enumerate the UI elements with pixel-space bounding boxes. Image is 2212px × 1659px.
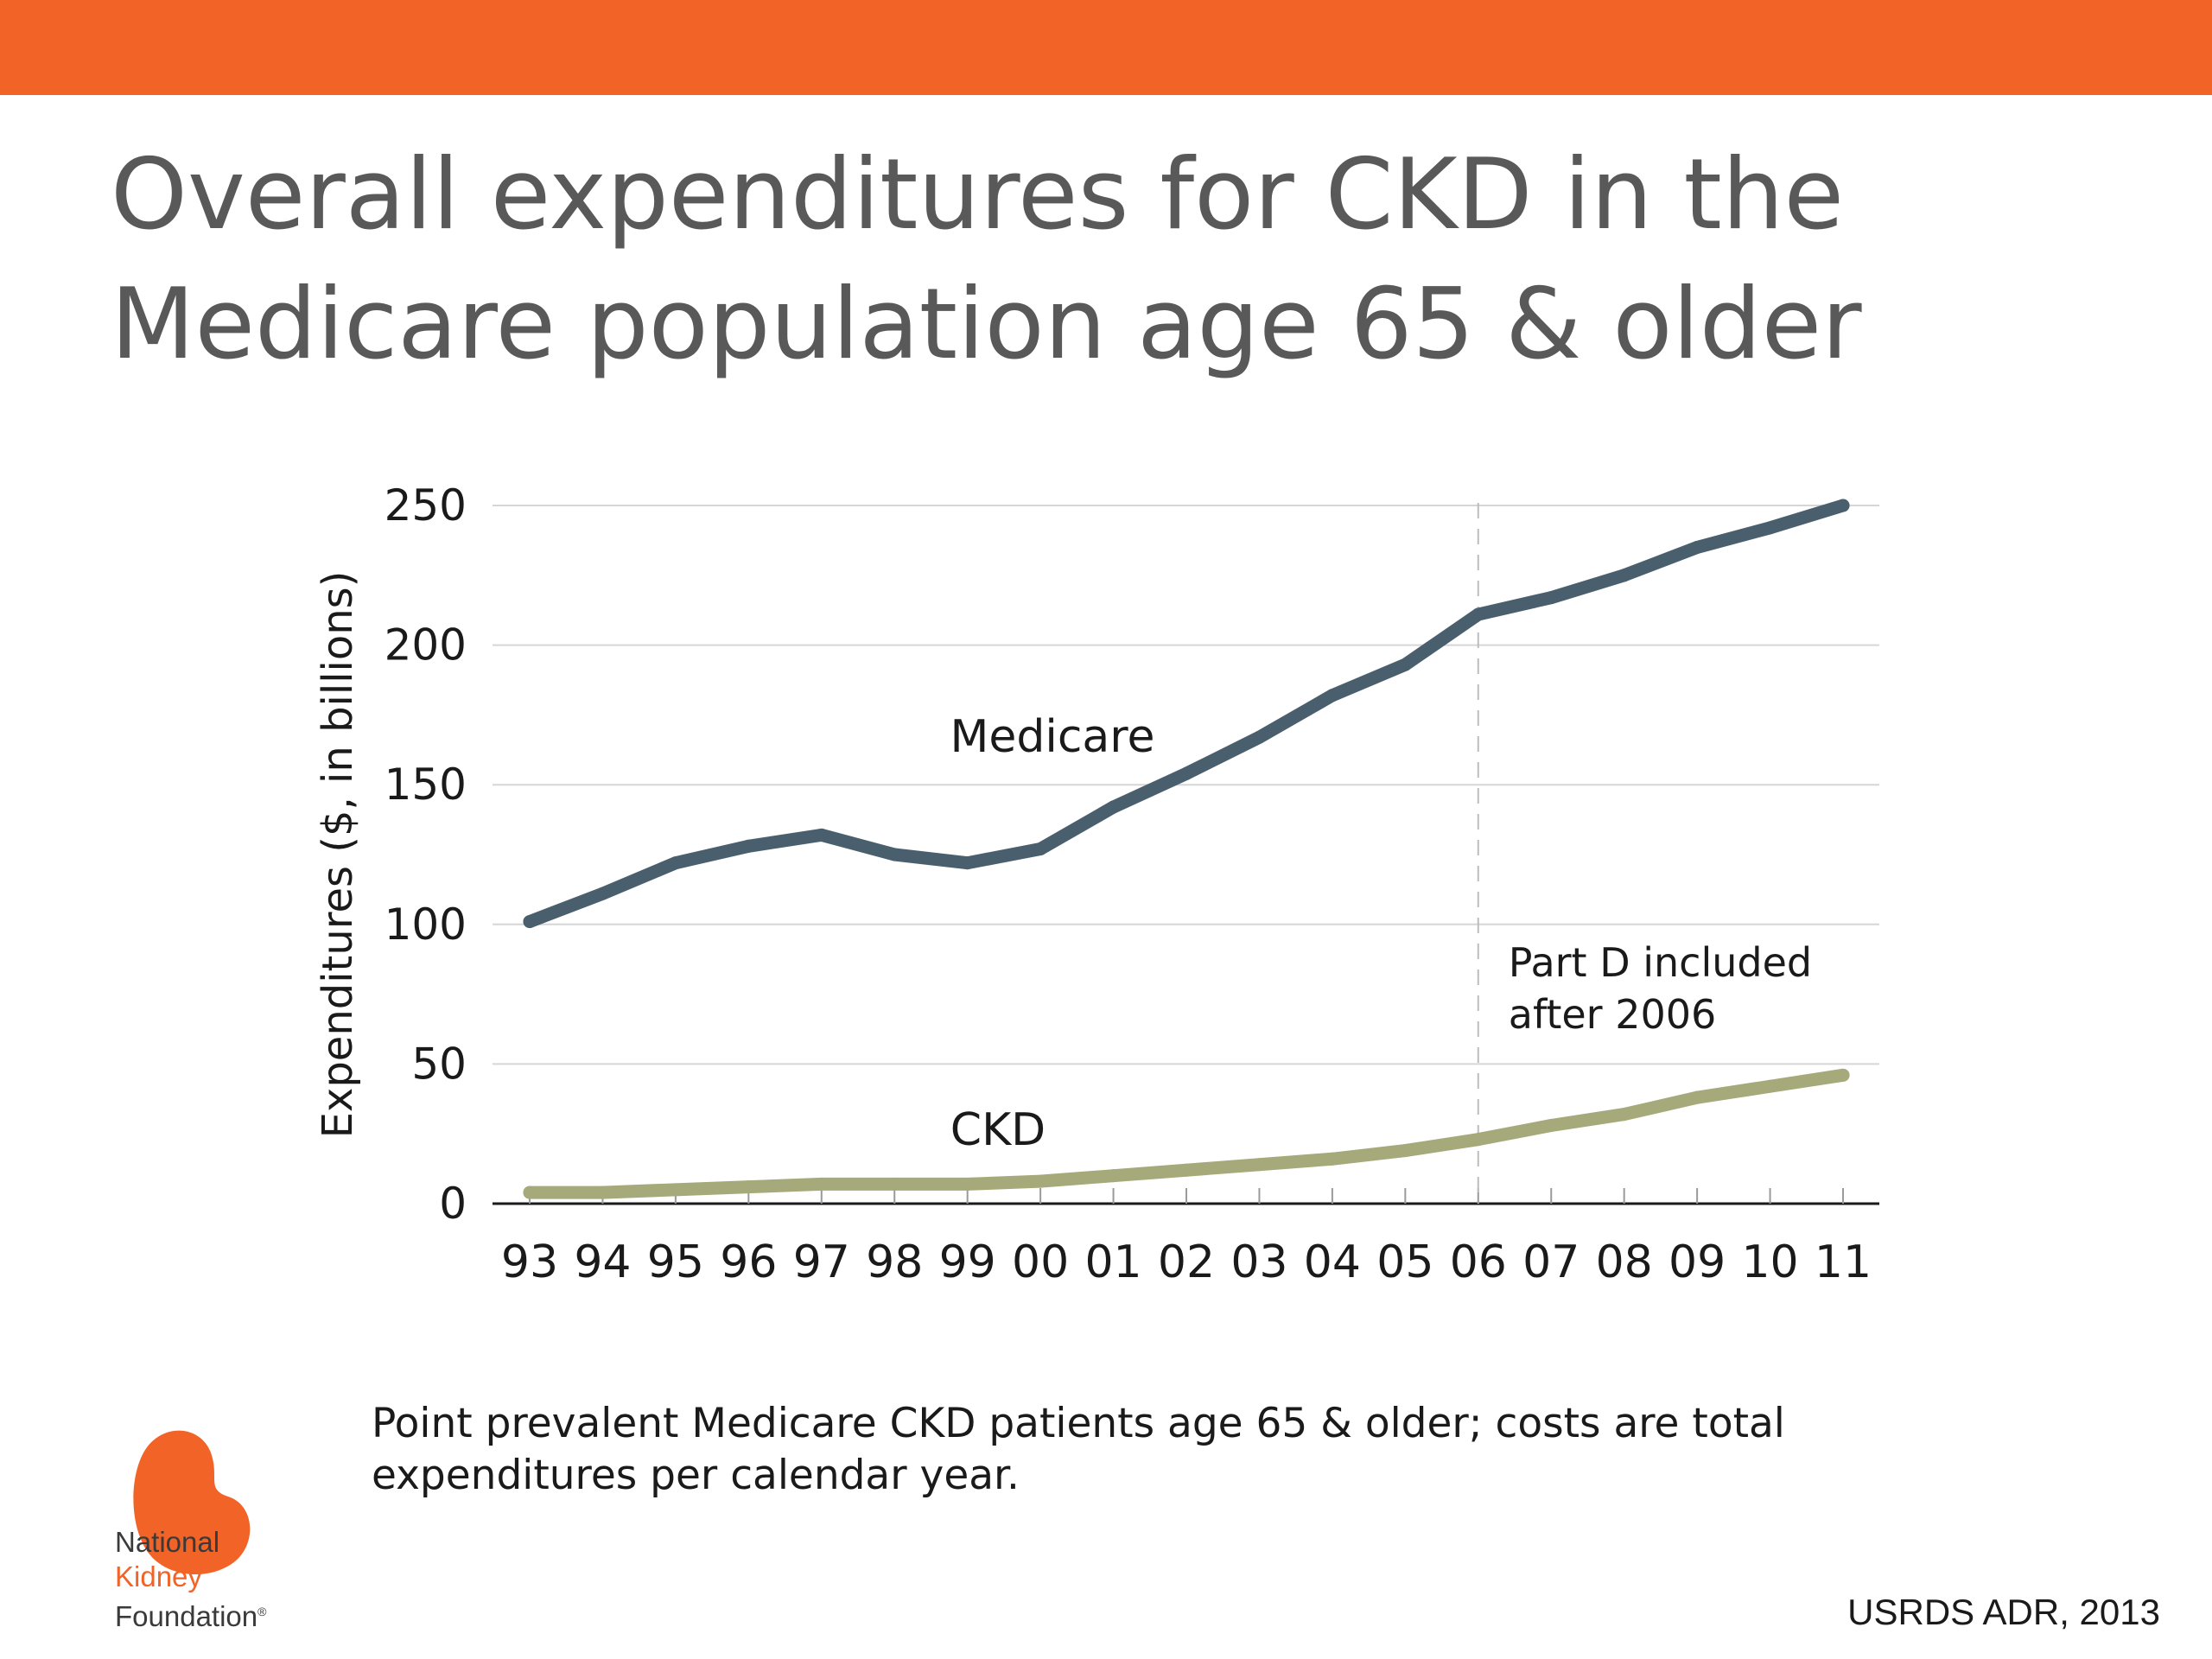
data-point-ckd bbox=[1033, 1174, 1047, 1188]
x-tick-label: 95 bbox=[647, 1236, 704, 1288]
data-point-ckd bbox=[595, 1185, 609, 1199]
data-point-medicare bbox=[741, 839, 755, 853]
x-tick-label: 93 bbox=[501, 1236, 558, 1288]
data-point-medicare bbox=[1471, 607, 1485, 621]
data-point-medicare bbox=[961, 856, 975, 870]
data-point-ckd bbox=[1325, 1152, 1339, 1166]
data-point-medicare bbox=[1179, 766, 1193, 780]
kidney-icon bbox=[133, 1430, 251, 1575]
x-tick-label: 07 bbox=[1522, 1236, 1580, 1288]
data-point-ckd bbox=[1252, 1158, 1266, 1172]
source-citation: USRDS ADR, 2013 bbox=[1847, 1592, 2160, 1632]
y-tick-label: 250 bbox=[385, 480, 467, 531]
data-point-ckd bbox=[1764, 1079, 1777, 1093]
y-tick-label: 200 bbox=[385, 620, 467, 671]
data-point-ckd bbox=[1179, 1163, 1193, 1177]
x-tick-label: 96 bbox=[720, 1236, 777, 1288]
data-point-ckd bbox=[523, 1185, 537, 1199]
data-point-medicare bbox=[1836, 499, 1850, 512]
slide-title-line-2: Medicare population age 65 & older bbox=[111, 267, 1862, 381]
data-point-ckd bbox=[1471, 1133, 1485, 1147]
data-point-medicare bbox=[887, 848, 901, 861]
y-tick-label: 50 bbox=[411, 1039, 467, 1089]
data-point-ckd bbox=[1690, 1090, 1704, 1104]
x-tick-label: 05 bbox=[1376, 1236, 1433, 1288]
data-point-medicare bbox=[1033, 842, 1047, 856]
data-point-medicare bbox=[1618, 569, 1631, 582]
slide-title: Overall expenditures for CKD in the Medi… bbox=[111, 130, 2098, 389]
logo-text-national: National bbox=[115, 1526, 220, 1558]
data-point-ckd bbox=[1544, 1119, 1558, 1133]
logo-registered-mark: ® bbox=[257, 1605, 267, 1618]
x-tick-label: 03 bbox=[1230, 1236, 1287, 1288]
y-tick-label: 150 bbox=[385, 760, 467, 810]
data-point-medicare bbox=[1325, 689, 1339, 702]
annotation-line-2: after 2006 bbox=[1509, 991, 1717, 1038]
data-point-ckd bbox=[1398, 1144, 1412, 1158]
data-point-medicare bbox=[1690, 540, 1704, 554]
x-tick-label: 11 bbox=[1815, 1236, 1872, 1288]
top-accent-bar bbox=[0, 0, 2212, 95]
logo-text-foundation: Foundation® bbox=[115, 1594, 266, 1634]
data-point-ckd bbox=[887, 1177, 901, 1191]
x-tick-label: 06 bbox=[1450, 1236, 1507, 1288]
x-tick-label: 10 bbox=[1741, 1236, 1798, 1288]
data-point-medicare bbox=[1544, 591, 1558, 605]
y-axis-label: Expenditures ($, in billions) bbox=[314, 571, 362, 1139]
series-label-medicare: Medicare bbox=[950, 711, 1155, 763]
data-point-medicare bbox=[1398, 658, 1412, 671]
series-label-ckd: CKD bbox=[950, 1104, 1046, 1156]
chart-footnote: Point prevalent Medicare CKD patients ag… bbox=[372, 1398, 1840, 1502]
x-tick-label: 99 bbox=[939, 1236, 996, 1288]
data-point-medicare bbox=[1764, 521, 1777, 535]
x-tick-label: 09 bbox=[1669, 1236, 1726, 1288]
data-point-medicare bbox=[1252, 730, 1266, 744]
data-point-ckd bbox=[741, 1180, 755, 1194]
data-point-ckd bbox=[815, 1177, 829, 1191]
data-point-medicare bbox=[669, 856, 683, 870]
x-tick-label: 98 bbox=[866, 1236, 923, 1288]
data-point-ckd bbox=[1107, 1169, 1121, 1183]
y-tick-label: 100 bbox=[385, 899, 467, 950]
slide-title-line-1: Overall expenditures for CKD in the bbox=[111, 137, 1844, 251]
nkf-logo-text: National Kidney Foundation® bbox=[115, 1525, 266, 1634]
x-tick-label: 01 bbox=[1084, 1236, 1141, 1288]
data-point-medicare bbox=[595, 887, 609, 900]
x-tick-label: 97 bbox=[793, 1236, 850, 1288]
series-line-medicare bbox=[523, 499, 1850, 929]
data-point-ckd bbox=[1618, 1108, 1631, 1122]
logo-foundation-word: Foundation bbox=[115, 1600, 258, 1632]
data-point-medicare bbox=[815, 828, 829, 842]
data-point-ckd bbox=[1836, 1068, 1850, 1082]
data-point-ckd bbox=[669, 1183, 683, 1197]
x-tick-label: 94 bbox=[574, 1236, 631, 1288]
x-tick-label: 02 bbox=[1158, 1236, 1215, 1288]
footnote-line-2: expenditures per calendar year. bbox=[372, 1452, 1020, 1499]
y-tick-label: 0 bbox=[439, 1179, 467, 1229]
footnote-line-1: Point prevalent Medicare CKD patients ag… bbox=[372, 1400, 1785, 1447]
annotation-line-1: Part D included bbox=[1509, 939, 1812, 986]
data-point-medicare bbox=[523, 915, 537, 929]
logo-text-kidney: Kidney bbox=[115, 1560, 202, 1592]
x-tick-label: 04 bbox=[1304, 1236, 1361, 1288]
data-point-medicare bbox=[1107, 800, 1121, 814]
data-point-ckd bbox=[961, 1177, 975, 1191]
x-tick-label: 08 bbox=[1596, 1236, 1653, 1288]
x-tick-label: 00 bbox=[1012, 1236, 1069, 1288]
